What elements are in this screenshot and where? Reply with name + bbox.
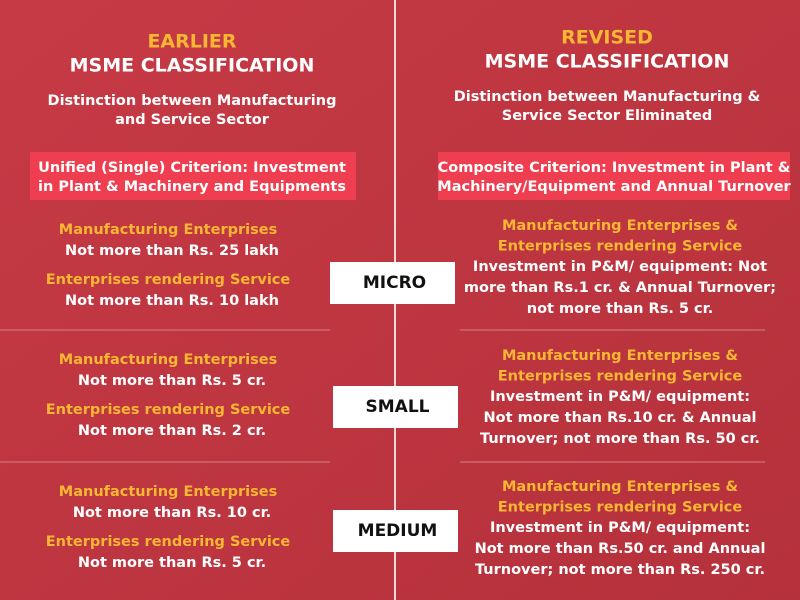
earlier-heading: Enterprises rendering Service [46, 272, 291, 288]
earlier-heading: Manufacturing Enterprises [59, 352, 277, 368]
criterion: Machinery/Equipment and Annual Turnover [437, 179, 791, 195]
earlier-text: Not more than Rs. 25 lakh [65, 243, 279, 259]
criterion: Composite Criterion: Investment in Plant… [438, 160, 791, 176]
revised-text: Investment in P&M/ equipment: [490, 520, 750, 536]
criterion: in Plant & Machinery and Equipments [38, 179, 346, 195]
revised-text: not more than Rs. 5 cr. [527, 301, 713, 317]
revised-text: Investment in P&M/ equipment: [490, 389, 750, 405]
subtitle: Distinction between Manufacturing & [454, 89, 761, 105]
revised-heading: Enterprises rendering Service [498, 239, 743, 255]
earlier-text: Not more than Rs. 5 cr. [78, 373, 266, 389]
revised-heading: Manufacturing Enterprises & [502, 479, 738, 495]
criterion: Unified (Single) Criterion: Investment [38, 160, 346, 176]
category-box [333, 386, 458, 428]
category-box [330, 262, 455, 304]
revised-text: Not more than Rs.10 cr. & Annual [484, 410, 757, 426]
revised-text: Turnover; not more than Rs. 250 cr. [475, 562, 765, 578]
criterion-box [30, 152, 356, 200]
column-label: REVISED [561, 27, 653, 49]
revised-text: Not more than Rs.50 cr. and Annual [475, 541, 766, 557]
revised-text: Investment in P&M/ equipment: Not [473, 259, 767, 275]
column-label: EARLIER [147, 31, 236, 53]
earlier-text: Not more than Rs. 2 cr. [78, 423, 266, 439]
earlier-text: Not more than Rs. 10 cr. [73, 505, 271, 521]
subtitle: Service Sector Eliminated [502, 108, 712, 124]
earlier-heading: Manufacturing Enterprises [59, 484, 277, 500]
earlier-heading: Manufacturing Enterprises [59, 222, 277, 238]
criterion-box [438, 152, 790, 200]
subtitle: and Service Sector [115, 112, 270, 128]
category-label: MICRO [363, 273, 426, 293]
column-title: MSME CLASSIFICATION [485, 51, 730, 73]
earlier-text: Not more than Rs. 10 lakh [65, 293, 279, 309]
column-title: MSME CLASSIFICATION [70, 55, 315, 77]
revised-heading: Enterprises rendering Service [498, 369, 743, 385]
revised-heading: Enterprises rendering Service [498, 500, 743, 516]
revised-text: more than Rs.1 cr. & Annual Turnover; [464, 280, 776, 296]
subtitle: Distinction between Manufacturing [48, 93, 337, 109]
earlier-text: Not more than Rs. 5 cr. [78, 555, 266, 571]
earlier-heading: Enterprises rendering Service [46, 402, 291, 418]
earlier-heading: Enterprises rendering Service [46, 534, 291, 550]
revised-text: Turnover; not more than Rs. 50 cr. [480, 431, 760, 447]
category-label: SMALL [366, 397, 430, 417]
category-box [333, 510, 458, 552]
revised-heading: Manufacturing Enterprises & [502, 218, 738, 234]
revised-heading: Manufacturing Enterprises & [502, 348, 738, 364]
category-label: MEDIUM [358, 521, 438, 541]
